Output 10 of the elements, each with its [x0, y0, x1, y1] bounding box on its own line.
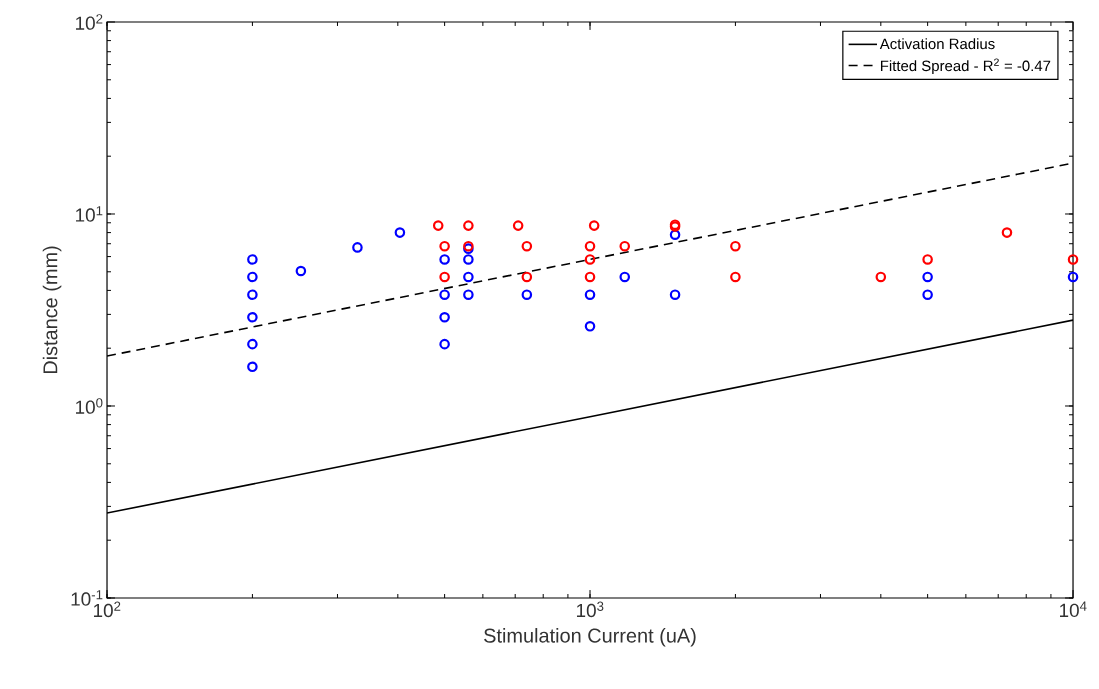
y-tick-label: 10$^{0}$ — [76, 398, 103, 414]
x-axis-title: Stimulation Current (uA) — [484, 628, 696, 647]
y-axis-title: Distance (mm) — [42, 246, 62, 374]
legend-label: Activation Radius — [879, 38, 995, 50]
y-tick-label: 10$^{1}$ — [76, 206, 103, 222]
x-tick-label: 10$^{3}$ — [577, 601, 604, 618]
y-tick-label: 10$^{2}$ — [76, 14, 103, 30]
x-tick-label: 10$^{2}$ — [93, 601, 121, 618]
x-tick-label: 10$^{4}$ — [1060, 601, 1087, 618]
legend-label: Fitted Spread - R$^{2}$ = -0.47 — [880, 58, 1051, 75]
